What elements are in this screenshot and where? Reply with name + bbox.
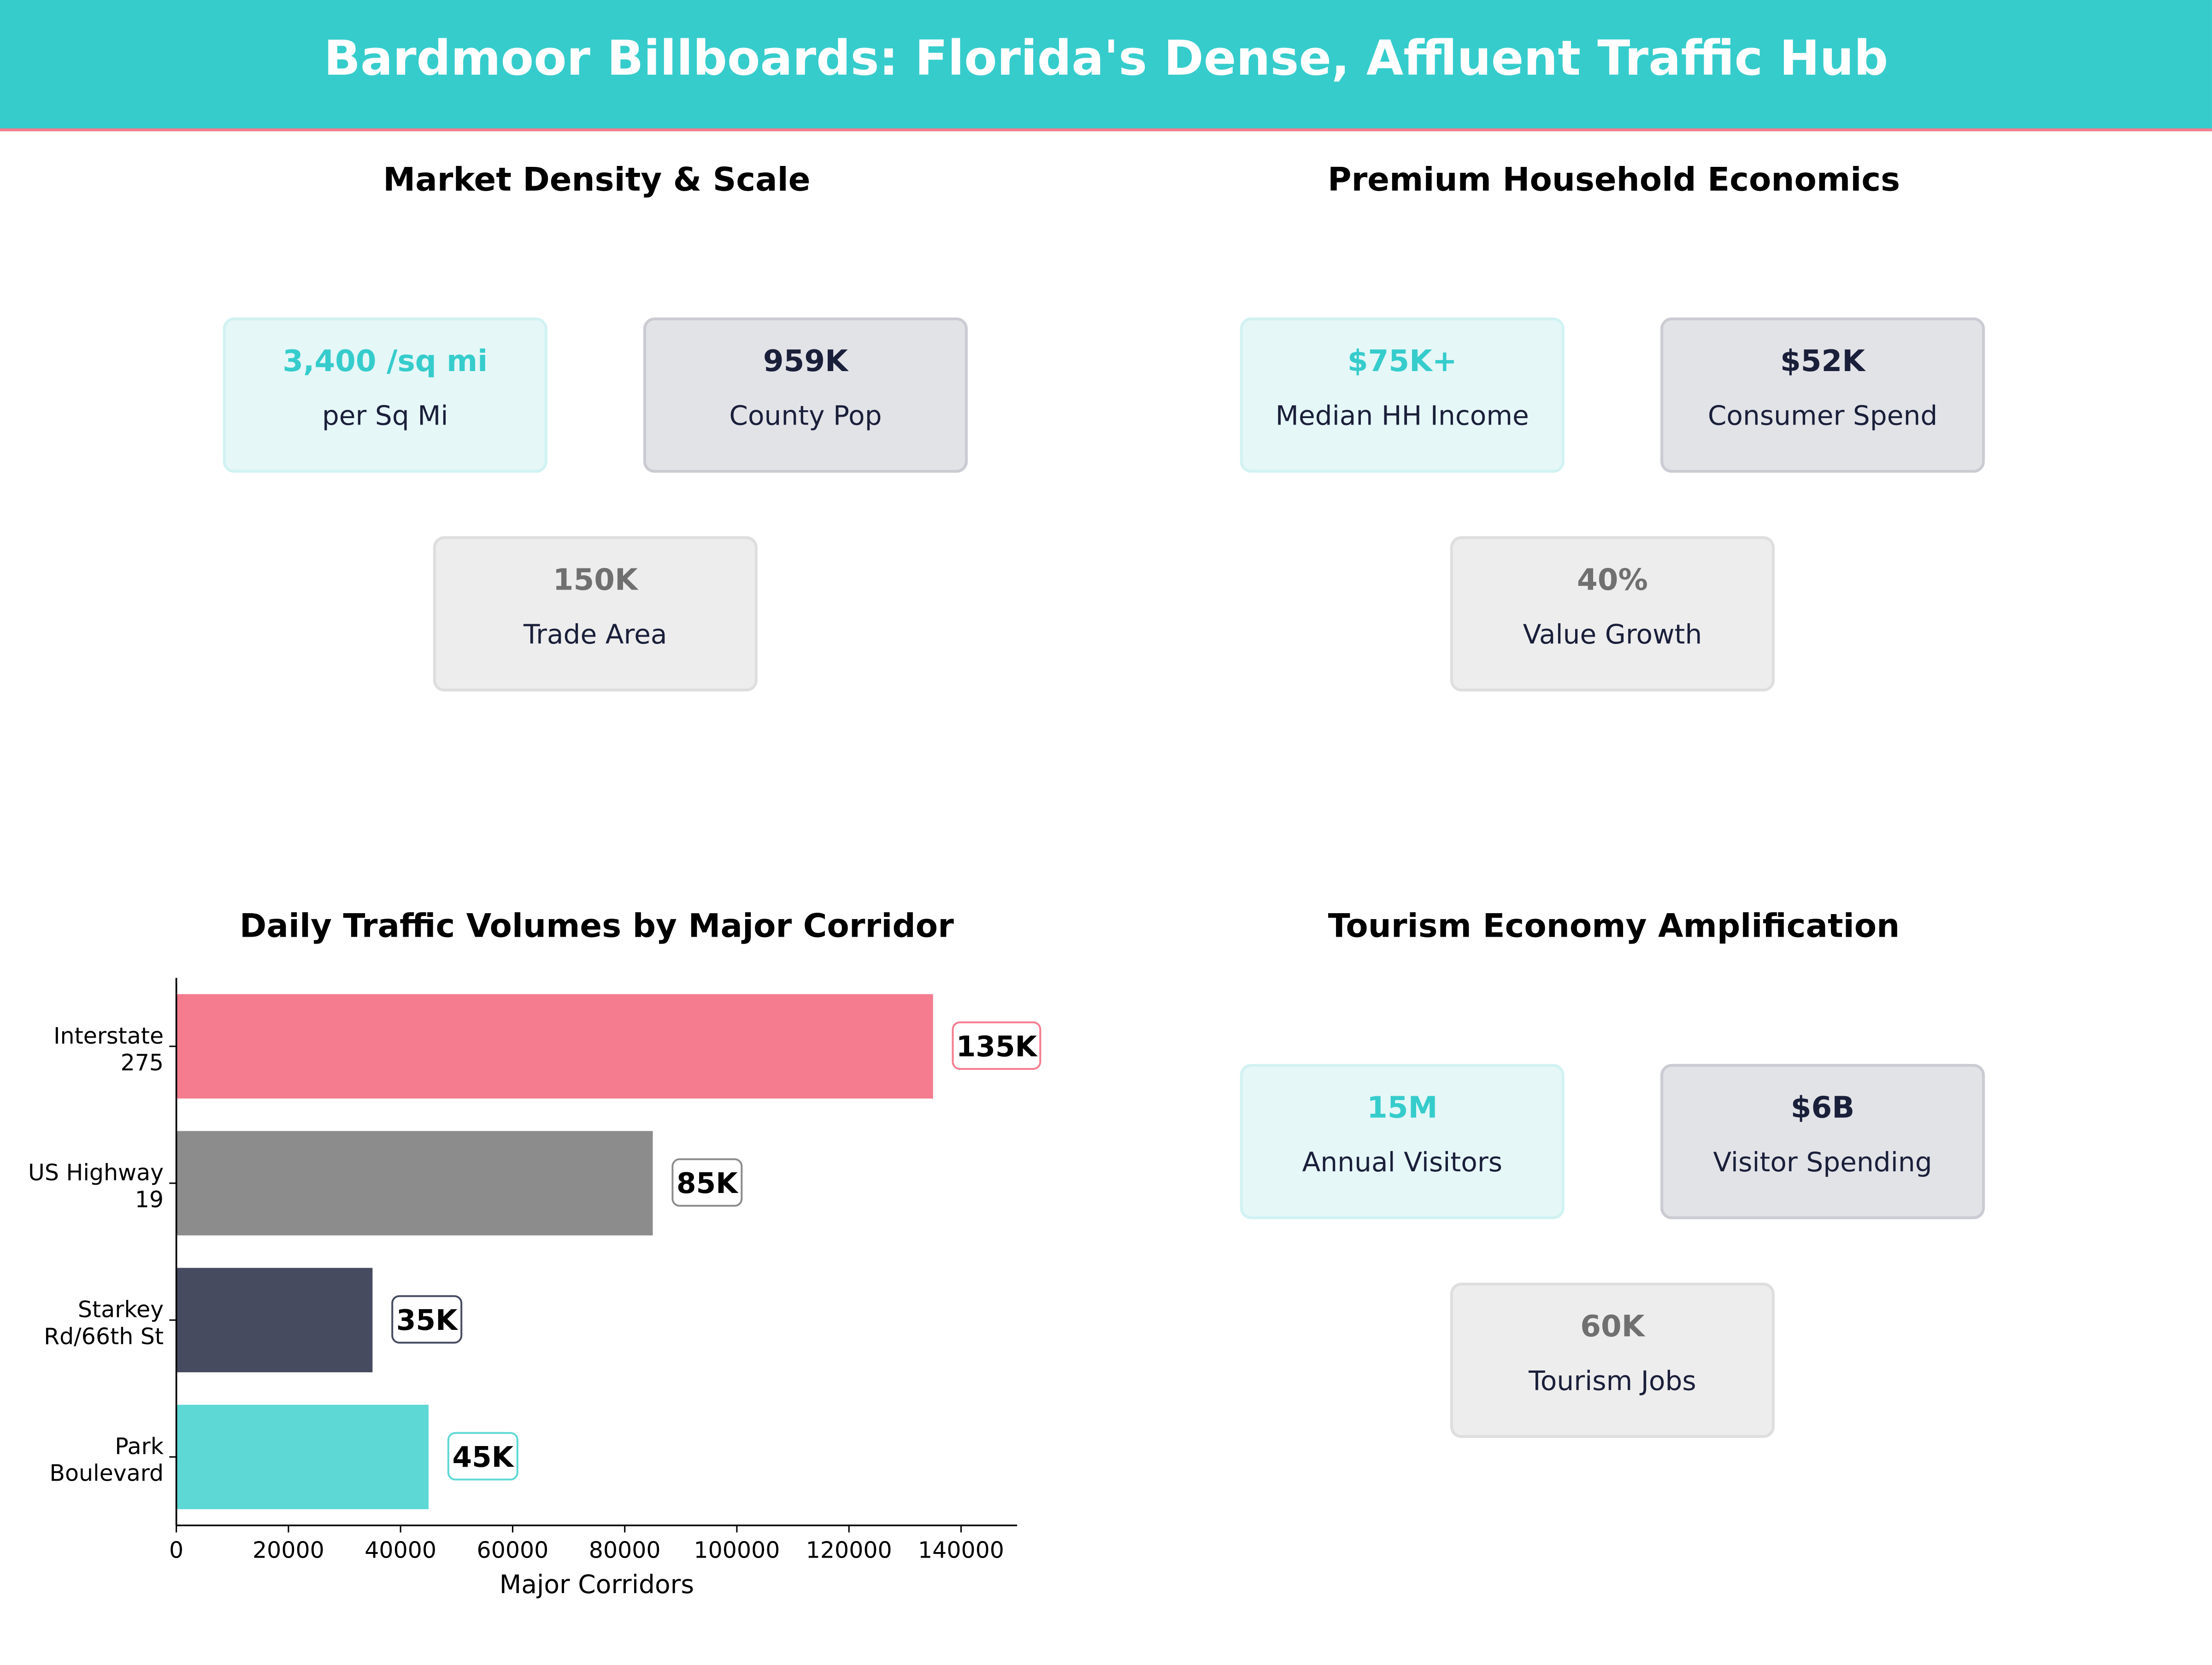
metric-value: 3,400 /sq mi — [282, 344, 488, 378]
x-tick-label: 60000 — [477, 1537, 549, 1564]
data-label-box — [391, 1295, 463, 1344]
data-label: 35K — [396, 1304, 459, 1337]
data-label-box — [952, 1021, 1041, 1070]
metric-label: per Sq Mi — [322, 401, 448, 432]
metric-card-county-pop: 959K County Pop — [643, 317, 968, 473]
metric-label: Value Growth — [1523, 619, 1702, 651]
bar — [176, 1405, 429, 1509]
data-label: 85K — [677, 1167, 739, 1200]
data-label-box — [447, 1432, 518, 1481]
metric-value: 150K — [553, 563, 638, 597]
data-label: 135K — [956, 1030, 1038, 1063]
x-tick-label: 120000 — [806, 1537, 892, 1564]
x-tick-label: 80000 — [589, 1537, 661, 1564]
y-tick-label: US Highway — [28, 1160, 164, 1186]
metric-card-visitor-spending: $6B Visitor Spending — [1660, 1064, 1985, 1219]
metric-value: 15M — [1367, 1091, 1438, 1125]
metric-card-consumer-spend: $52K Consumer Spend — [1660, 317, 1985, 473]
metric-value: $75K+ — [1347, 344, 1457, 378]
metric-label: Annual Visitors — [1302, 1147, 1503, 1179]
x-axis-label: Major Corridors — [500, 1570, 694, 1599]
metric-card-density: 3,400 /sq mi per Sq Mi — [223, 317, 547, 473]
y-tick-label: Park — [115, 1434, 164, 1460]
panel-title-density: Market Density & Scale — [383, 162, 811, 199]
bar — [176, 1268, 373, 1373]
x-tick-label: 20000 — [253, 1537, 324, 1564]
y-tick-label: Interstate — [53, 1023, 164, 1049]
metric-label: Visitor Spending — [1713, 1147, 1932, 1179]
metric-value: 959K — [763, 344, 848, 378]
metric-card-trade-area: 150K Trade Area — [433, 536, 758, 691]
data-label-box — [671, 1158, 743, 1207]
metric-label: Tourism Jobs — [1529, 1366, 1696, 1397]
header-banner: Bardmoor Billboards: Florida's Dense, Af… — [0, 0, 2212, 131]
bar — [176, 1131, 653, 1236]
y-tick-label: Boulevard — [49, 1460, 164, 1487]
x-tick-label: 0 — [169, 1537, 183, 1564]
metric-label: Consumer Spend — [1707, 401, 1938, 432]
y-tick-label: Starkey — [78, 1297, 164, 1323]
metric-label: Median HH Income — [1275, 401, 1529, 432]
metric-card-income: $75K+ Median HH Income — [1240, 317, 1565, 473]
metric-value: 60K — [1580, 1309, 1645, 1344]
panel-title-economics: Premium Household Economics — [1327, 162, 1900, 199]
metric-card-value-growth: 40% Value Growth — [1450, 536, 1775, 691]
x-tick-label: 100000 — [694, 1537, 780, 1564]
metric-card-tourism-jobs: 60K Tourism Jobs — [1450, 1282, 1775, 1438]
metric-card-visitors: 15M Annual Visitors — [1240, 1064, 1565, 1219]
data-label: 45K — [453, 1441, 515, 1474]
bar — [176, 994, 933, 1099]
metric-label: Trade Area — [523, 619, 667, 651]
chart-title: Daily Traffic Volumes by Major Corridor — [239, 909, 954, 946]
metric-value: $6B — [1790, 1091, 1855, 1125]
y-tick-label: 19 — [135, 1187, 164, 1213]
metric-value: 40% — [1577, 563, 1648, 597]
metric-label: County Pop — [729, 401, 882, 432]
y-tick-label: Rd/66th St — [44, 1323, 164, 1350]
page-title: Bardmoor Billboards: Florida's Dense, Af… — [324, 31, 1888, 88]
x-tick-label: 40000 — [365, 1537, 436, 1564]
y-tick-label: 275 — [121, 1050, 164, 1076]
metric-value: $52K — [1780, 344, 1865, 378]
x-tick-label: 140000 — [918, 1537, 1004, 1564]
panel-title-tourism: Tourism Economy Amplification — [1328, 909, 1900, 946]
